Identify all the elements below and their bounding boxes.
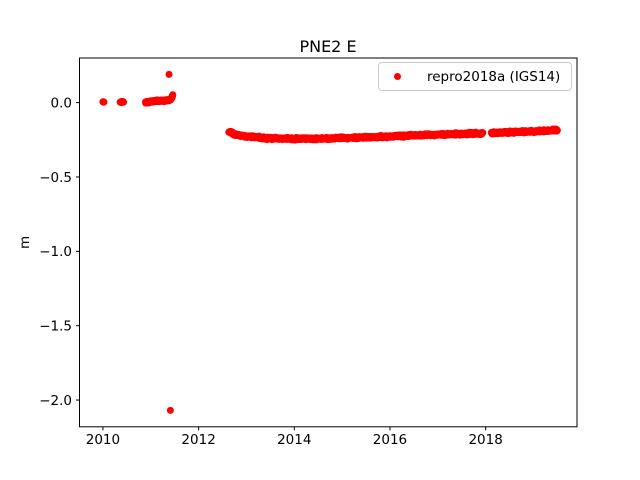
legend-label: repro2018a (IGS14): [427, 68, 561, 85]
x-tick-label: 2014: [277, 432, 311, 448]
legend-box: repro2018a (IGS14): [378, 62, 572, 91]
y-tick-label: 0.0: [51, 95, 72, 111]
scatter-series-repro2018a-igs14-: [99, 70, 561, 414]
x-tick-label: 2012: [181, 432, 215, 448]
x-tick-label: 2018: [468, 432, 502, 448]
y-tick-label: −1.0: [39, 244, 72, 260]
axes-frame: [79, 57, 578, 428]
chart-title: PNE2 E: [299, 37, 357, 56]
y-tick-label: −1.5: [39, 318, 72, 334]
legend-dot-marker-icon: [394, 73, 401, 80]
y-axis-label: m: [17, 236, 33, 249]
y-tick-label: −0.5: [39, 170, 72, 186]
x-tick-label: 2016: [373, 432, 407, 448]
x-tick-label: 2010: [86, 432, 120, 448]
y-tick-label: −2.0: [39, 393, 72, 409]
